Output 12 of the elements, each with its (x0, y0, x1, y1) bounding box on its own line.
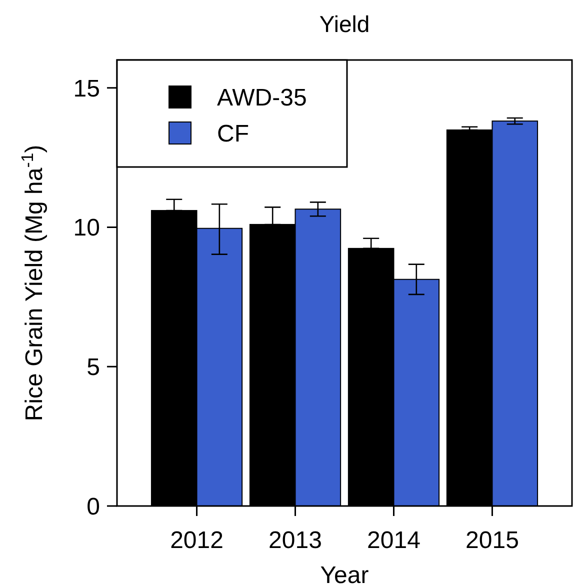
x-tick-label: 2012 (170, 527, 224, 554)
y-tick-label: 0 (86, 493, 100, 520)
x-tick-label: 2014 (367, 527, 420, 554)
legend-label: AWD-35 (217, 84, 307, 112)
legend-label: CF (217, 120, 249, 148)
y-tick-label: 15 (73, 75, 100, 102)
y-tick-label: 10 (73, 214, 100, 242)
x-tick-label: 2013 (268, 527, 322, 554)
x-axis-title: Year (320, 562, 369, 588)
chart-title: Yield (319, 11, 370, 37)
x-tick-label: 2015 (466, 527, 519, 554)
y-tick-label: 5 (86, 354, 100, 382)
